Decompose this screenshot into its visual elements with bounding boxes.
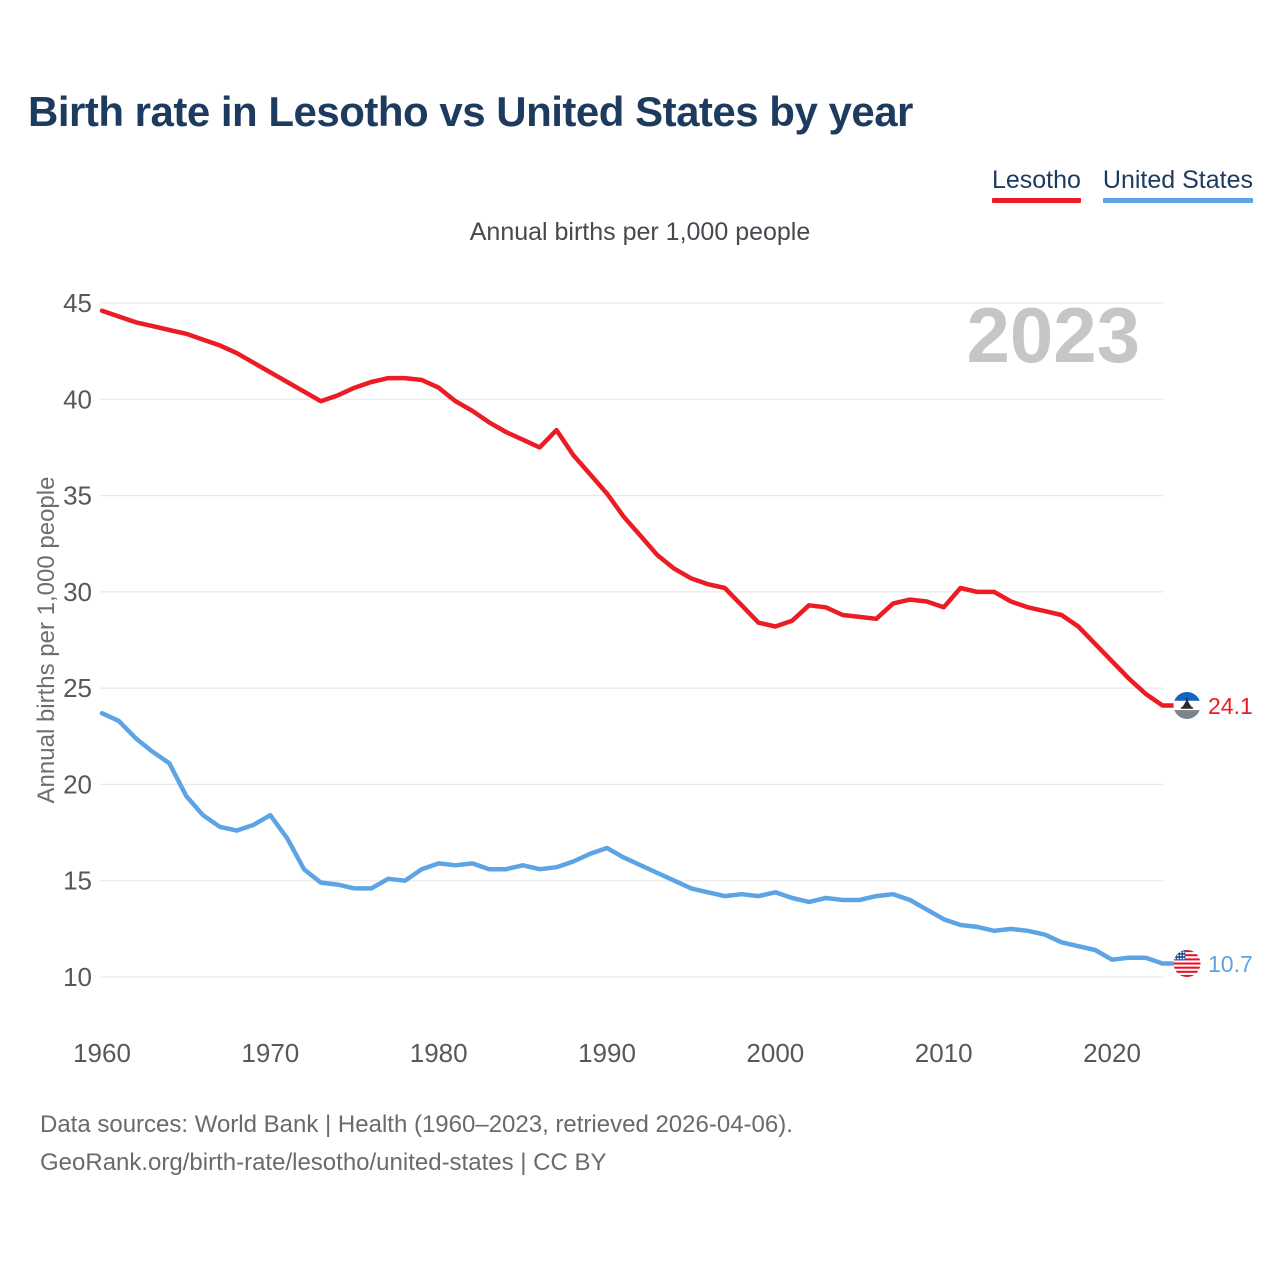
lesotho-flag-icon (1173, 691, 1201, 719)
legend-item-united-states[interactable]: United States (1102, 166, 1253, 203)
y-tick-label: 35 (63, 481, 92, 511)
y-tick-label: 30 (63, 577, 92, 607)
end-value-label-lesotho: 24.1 (1208, 693, 1253, 719)
page-title: Birth rate in Lesotho vs United States b… (28, 88, 913, 135)
legend-underline-lesotho (991, 198, 1081, 203)
x-tick-label: 2010 (915, 1038, 973, 1068)
x-tick-label: 1970 (241, 1038, 299, 1068)
legend: Lesotho United States (991, 166, 1253, 203)
legend-underline-united-states (1102, 198, 1253, 203)
footer: Data sources: World Bank | Health (1960–… (40, 1106, 793, 1182)
x-axis-tick-labels: 1960 1970 1980 1990 2000 2010 2020 (73, 1038, 1141, 1068)
chart-subtitle: Annual births per 1,000 people (469, 218, 811, 246)
x-tick-label: 2020 (1083, 1038, 1141, 1068)
us-flag-icon (1173, 950, 1201, 978)
line-lesotho (99, 308, 1177, 708)
watermark-year: 2023 (966, 291, 1140, 379)
footer-attribution: GeoRank.org/birth-rate/lesotho/united-st… (40, 1149, 607, 1176)
x-tick-label: 2000 (746, 1038, 804, 1068)
y-axis-title: Annual births per 1,000 people (33, 476, 60, 804)
end-value-label-united-states: 10.7 (1208, 951, 1253, 977)
y-axis-tick-labels: 10 15 20 25 30 35 40 45 (63, 288, 92, 992)
y-tick-label: 45 (63, 288, 92, 318)
x-tick-label: 1990 (578, 1038, 636, 1068)
footer-data-sources: Data sources: World Bank | Health (1960–… (40, 1111, 793, 1138)
y-tick-label: 10 (63, 962, 92, 992)
x-tick-label: 1980 (410, 1038, 468, 1068)
line-united-states (99, 710, 1177, 966)
gridlines (100, 302, 1163, 978)
legend-label-united-states: United States (1102, 166, 1253, 194)
y-tick-label: 20 (63, 769, 92, 799)
y-tick-label: 15 (63, 866, 92, 896)
x-tick-label: 1960 (73, 1038, 131, 1068)
legend-label-lesotho: Lesotho (991, 166, 1081, 194)
y-tick-label: 40 (63, 384, 92, 414)
y-tick-label: 25 (63, 673, 92, 703)
legend-item-lesotho[interactable]: Lesotho (991, 166, 1081, 203)
